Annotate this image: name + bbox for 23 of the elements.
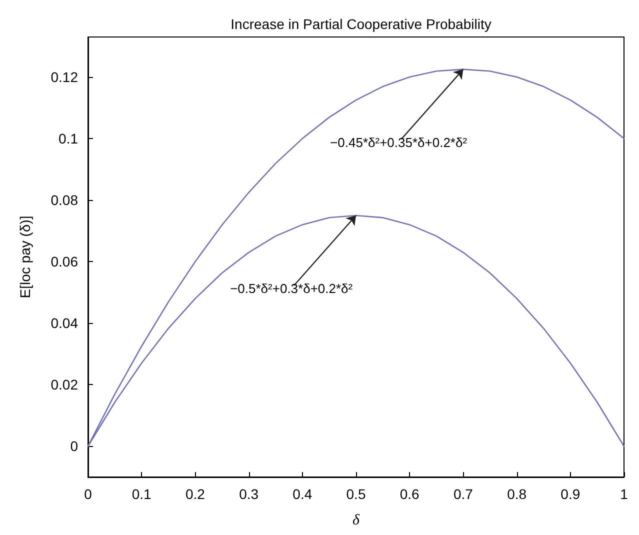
annotation: −0.45*δ²+0.35*δ+0.2*δ²	[330, 134, 468, 150]
y-tick-label: 0.1	[58, 130, 78, 147]
y-tick-label: 0.04	[50, 315, 78, 332]
x-tick-label: 0.9	[560, 486, 580, 502]
x-tick-label: 0.5	[346, 486, 366, 502]
y-tick-label: 0	[70, 438, 78, 454]
x-tick-label: 0.3	[239, 486, 259, 502]
x-tick-label: 0.7	[453, 486, 474, 502]
x-tick-label: 0.6	[400, 486, 420, 502]
y-tick-label: 0.06	[50, 254, 78, 270]
chart-title: Increase in Partial Cooperative Probability	[230, 16, 492, 32]
y-axis-title: E[loc pay (δ)]	[17, 216, 33, 298]
x-tick-label: 0.1	[132, 486, 152, 502]
y-tick-label: 0.12	[50, 69, 78, 85]
x-tick-label: 0.8	[507, 486, 527, 502]
x-axis-title: δ	[352, 512, 361, 528]
x-tick-label: 0.2	[185, 486, 206, 502]
annotation: −0.5*δ²+0.3*δ+0.2*δ²	[230, 280, 354, 296]
y-tick-label: 0.02	[50, 376, 78, 393]
y-tick-label: 0.08	[50, 192, 78, 208]
x-tick-label: 1	[620, 486, 628, 502]
x-tick-label: 0	[84, 486, 92, 502]
x-tick-label: 0.4	[292, 486, 312, 502]
